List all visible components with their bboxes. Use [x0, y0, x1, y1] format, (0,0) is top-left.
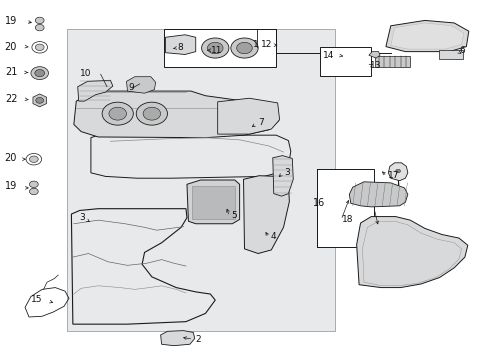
Text: 3: 3: [284, 168, 290, 177]
Circle shape: [136, 102, 167, 125]
Circle shape: [29, 181, 38, 188]
Polygon shape: [71, 209, 215, 324]
Text: 20: 20: [4, 153, 17, 163]
Bar: [191, 186, 234, 219]
Text: 22: 22: [5, 94, 18, 104]
Circle shape: [35, 44, 44, 50]
Circle shape: [29, 156, 38, 162]
Text: 4: 4: [270, 232, 275, 241]
Text: 20: 20: [4, 42, 17, 51]
Bar: [374, 55, 409, 67]
Polygon shape: [186, 180, 239, 224]
Polygon shape: [78, 80, 113, 101]
Polygon shape: [217, 98, 279, 134]
Text: 19: 19: [4, 17, 17, 27]
Circle shape: [102, 102, 133, 125]
Text: 17: 17: [387, 171, 399, 180]
Circle shape: [109, 107, 126, 120]
Bar: [316, 169, 373, 247]
Text: 11: 11: [211, 46, 223, 55]
Polygon shape: [272, 156, 293, 196]
Polygon shape: [91, 135, 290, 178]
Polygon shape: [356, 217, 467, 288]
Text: 9: 9: [128, 83, 134, 92]
Text: 3: 3: [80, 213, 85, 222]
Bar: [66, 30, 334, 330]
Polygon shape: [348, 182, 407, 207]
Polygon shape: [74, 91, 278, 138]
Text: 2: 2: [195, 335, 201, 344]
Circle shape: [395, 169, 400, 173]
Circle shape: [31, 67, 48, 80]
Polygon shape: [390, 23, 463, 49]
Text: 18: 18: [341, 215, 353, 224]
Circle shape: [201, 38, 228, 58]
Polygon shape: [160, 330, 194, 346]
Text: 13: 13: [369, 61, 381, 70]
Text: 7: 7: [258, 118, 264, 127]
Circle shape: [36, 98, 43, 103]
Polygon shape: [126, 77, 156, 93]
Circle shape: [35, 24, 44, 31]
Text: 6: 6: [458, 46, 464, 55]
Text: 19: 19: [4, 181, 17, 192]
Text: 12: 12: [260, 40, 271, 49]
Bar: [320, 46, 370, 76]
Circle shape: [29, 188, 38, 195]
Bar: [163, 30, 276, 67]
Circle shape: [35, 69, 44, 77]
Polygon shape: [33, 94, 46, 107]
Bar: [438, 50, 462, 59]
Text: 16: 16: [312, 198, 325, 208]
Circle shape: [35, 17, 44, 24]
Polygon shape: [385, 21, 468, 51]
Text: 8: 8: [177, 43, 183, 52]
Circle shape: [143, 107, 160, 120]
Circle shape: [207, 42, 223, 54]
Text: 21: 21: [5, 67, 18, 77]
Polygon shape: [368, 51, 379, 58]
Circle shape: [236, 42, 252, 54]
Text: 5: 5: [230, 211, 236, 220]
Circle shape: [230, 38, 258, 58]
Text: 15: 15: [31, 294, 42, 303]
Text: 1: 1: [252, 40, 258, 49]
Text: 10: 10: [80, 69, 91, 78]
Text: 14: 14: [322, 51, 333, 60]
Polygon shape: [243, 176, 289, 253]
Polygon shape: [387, 163, 407, 181]
Polygon shape: [165, 35, 195, 54]
